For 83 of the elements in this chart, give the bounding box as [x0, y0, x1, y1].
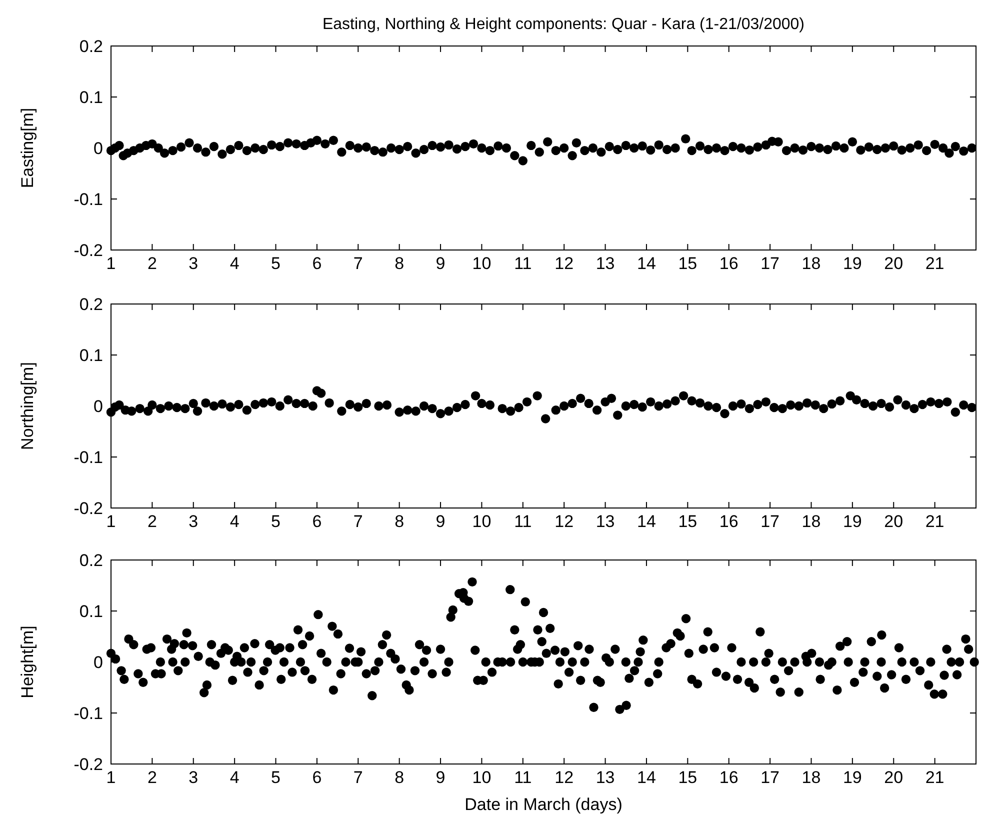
x-tick-label: 20 [884, 768, 904, 787]
x-tick-label: 7 [353, 768, 363, 787]
x-tick-label: 11 [514, 254, 532, 273]
x-tick-label: 4 [230, 254, 240, 273]
x-tick-label: 8 [394, 768, 404, 787]
x-tick-label: 16 [719, 512, 738, 531]
y-tick-label: 0.1 [79, 602, 103, 621]
x-tick-label: 17 [760, 254, 780, 273]
x-tick-label: 18 [802, 768, 821, 787]
x-tick-label: 10 [472, 768, 492, 787]
x-tick-label: 11 [514, 768, 532, 787]
x-tick-label: 9 [436, 768, 446, 787]
x-tick-label: 19 [842, 768, 862, 787]
x-tick-label: 18 [802, 254, 821, 273]
x-axis-title: Date in March (days) [464, 795, 622, 814]
x-tick-label: 14 [637, 768, 656, 787]
y-axis-title: Height[m] [18, 626, 37, 698]
y-tick-label: 0.1 [79, 88, 103, 107]
x-tick-label: 16 [719, 768, 738, 787]
y-tick-label: -0.1 [74, 704, 103, 723]
y-tick-label: -0.2 [74, 499, 103, 518]
x-tick-label: 10 [472, 254, 492, 273]
x-tick-label: 4 [230, 512, 240, 531]
x-tick-label: 12 [554, 768, 574, 787]
x-tick-label: 13 [596, 254, 615, 273]
y-tick-label: -0.2 [74, 241, 103, 260]
y-tick-label: 0.1 [79, 346, 103, 365]
y-tick-label: -0.1 [74, 448, 103, 467]
x-tick-label: 16 [719, 254, 738, 273]
x-tick-label: 2 [147, 512, 157, 531]
x-tick-label: 20 [884, 512, 904, 531]
x-tick-label: 5 [271, 254, 280, 273]
x-tick-label: 6 [312, 254, 322, 273]
x-tick-label: 4 [230, 768, 240, 787]
y-tick-label: 0.2 [79, 295, 103, 314]
chart-title: Easting, Northing & Height components: Quar - Kara (1-21/03/2000) [322, 16, 805, 33]
x-tick-label: 21 [925, 254, 944, 273]
x-tick-label: 21 [925, 768, 944, 787]
x-tick-label: 1 [106, 254, 116, 273]
x-tick-label: 12 [554, 512, 574, 531]
x-tick-label: 14 [637, 512, 656, 531]
x-tick-label: 2 [147, 254, 157, 273]
y-tick-label: -0.2 [74, 755, 103, 774]
x-tick-label: 17 [760, 512, 780, 531]
x-tick-label: 2 [147, 768, 157, 787]
x-tick-label: 1 [106, 512, 116, 531]
x-tick-label: 6 [312, 768, 322, 787]
x-tick-label: 7 [353, 254, 363, 273]
x-tick-label: 10 [472, 512, 492, 531]
x-tick-label: 15 [678, 768, 698, 787]
y-tick-label: 0.2 [79, 551, 103, 570]
x-tick-label: 20 [884, 254, 904, 273]
x-tick-label: 5 [271, 768, 280, 787]
x-tick-label: 8 [394, 512, 404, 531]
x-tick-label: 11 [514, 512, 532, 531]
x-tick-label: 21 [925, 512, 944, 531]
y-tick-label: 0.2 [79, 37, 103, 56]
x-tick-label: 5 [271, 512, 280, 531]
y-axis-title: Northing[m] [18, 362, 37, 450]
x-tick-label: 15 [678, 512, 698, 531]
y-tick-label: -0.1 [74, 190, 103, 209]
x-tick-label: 19 [842, 254, 862, 273]
x-tick-label: 9 [436, 512, 446, 531]
x-tick-label: 9 [436, 254, 446, 273]
x-tick-label: 17 [760, 768, 780, 787]
y-tick-label: 0 [94, 139, 103, 158]
x-tick-label: 3 [188, 512, 198, 531]
x-tick-label: 7 [353, 512, 363, 531]
x-tick-label: 3 [188, 254, 198, 273]
x-tick-label: 8 [394, 254, 404, 273]
x-tick-label: 19 [842, 512, 862, 531]
y-tick-label: 0 [94, 653, 103, 672]
y-axis-title: Easting[m] [18, 108, 37, 188]
x-tick-label: 6 [312, 512, 322, 531]
x-tick-label: 13 [596, 768, 615, 787]
y-tick-label: 0 [94, 397, 103, 416]
x-tick-label: 3 [188, 768, 198, 787]
x-tick-label: 15 [678, 254, 698, 273]
x-tick-label: 12 [554, 254, 574, 273]
x-tick-label: 1 [106, 768, 116, 787]
x-tick-label: 13 [596, 512, 615, 531]
x-tick-label: 14 [637, 254, 656, 273]
x-tick-label: 18 [802, 512, 821, 531]
